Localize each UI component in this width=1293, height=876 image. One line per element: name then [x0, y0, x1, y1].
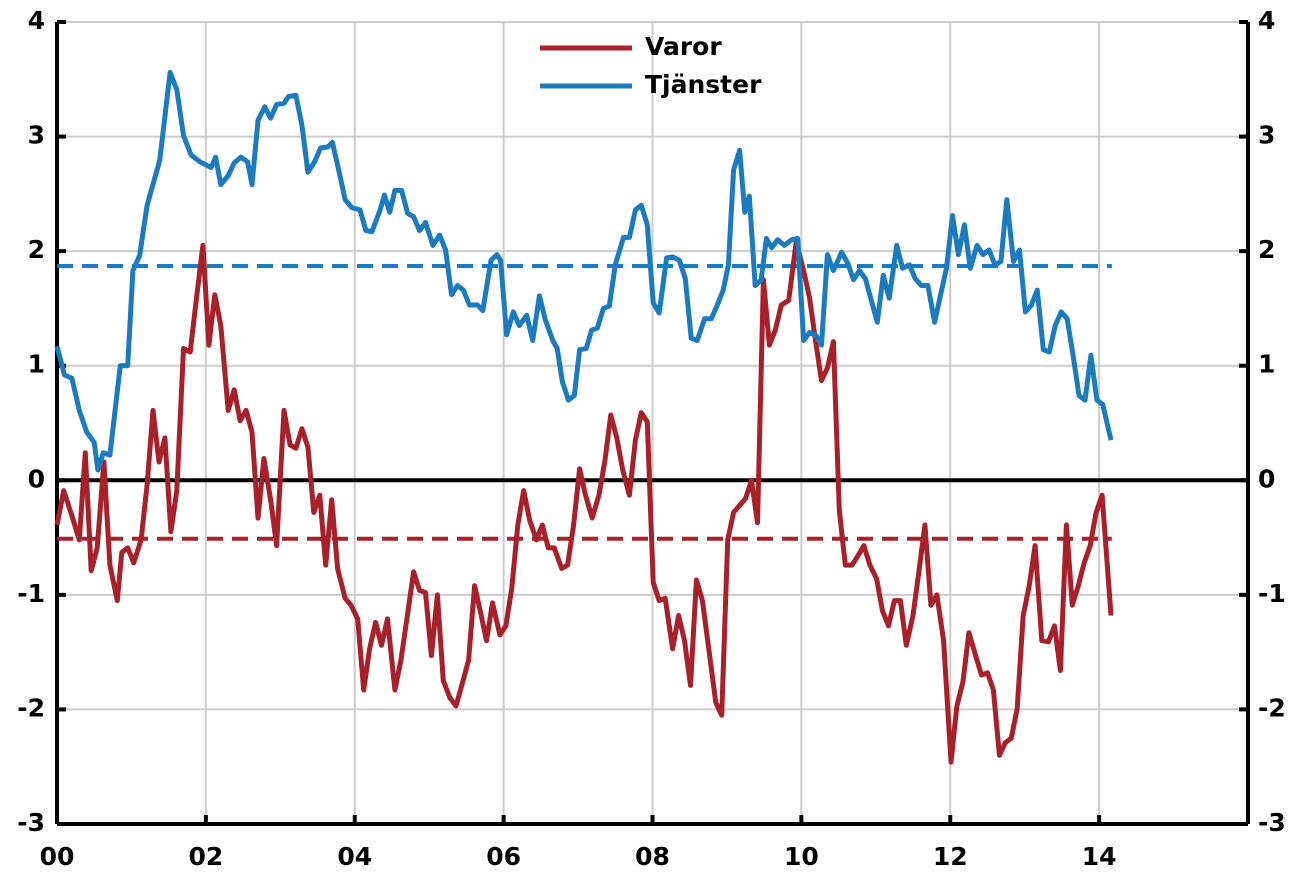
legend-label: Tjänster — [645, 70, 762, 99]
x-tick-label: 10 — [784, 842, 819, 871]
y2-tick-label: -3 — [1258, 808, 1286, 837]
y-tick-label: 0 — [28, 464, 45, 493]
y-tick-label: 1 — [28, 350, 45, 379]
x-tick-label: 04 — [337, 842, 372, 871]
x-tick-label: 02 — [188, 842, 223, 871]
y2-tick-label: 4 — [1258, 6, 1275, 35]
legend-label: Varor — [645, 32, 722, 61]
x-tick-label: 06 — [486, 842, 521, 871]
y-tick-label: -2 — [17, 693, 45, 722]
y2-tick-label: 0 — [1258, 464, 1275, 493]
line — [54, 239, 1114, 765]
y-tick-label: 3 — [28, 121, 45, 150]
line — [54, 69, 1114, 473]
y-tick-label: -3 — [17, 808, 45, 837]
y-tick-label: 4 — [28, 6, 45, 35]
y2-tick-label: 1 — [1258, 350, 1275, 379]
y2-tick-label: -2 — [1258, 693, 1286, 722]
y2-tick-label: -1 — [1258, 579, 1286, 608]
x-tick-label: 00 — [40, 842, 75, 871]
y2-tick-label: 2 — [1258, 235, 1275, 264]
y-tick-label: -1 — [17, 579, 45, 608]
y2-tick-label: 3 — [1258, 121, 1275, 150]
x-tick-label: 14 — [1082, 842, 1117, 871]
x-tick-label: 08 — [635, 842, 670, 871]
y-tick-label: 2 — [28, 235, 45, 264]
x-tick-label: 12 — [933, 842, 968, 871]
